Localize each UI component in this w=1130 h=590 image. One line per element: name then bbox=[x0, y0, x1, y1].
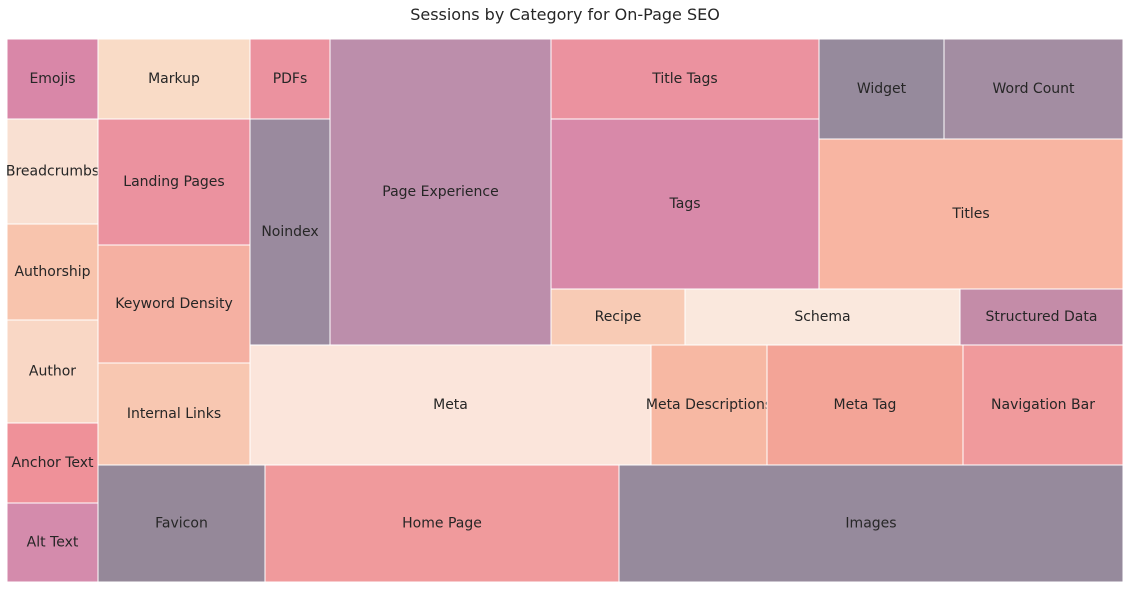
treemap-label: Word Count bbox=[992, 81, 1075, 97]
treemap-rect bbox=[97, 244, 251, 364]
treemap-label: Noindex bbox=[261, 224, 318, 240]
treemap-rect bbox=[249, 38, 331, 120]
treemap-cell: Authorship bbox=[6, 223, 99, 321]
treemap-rect bbox=[550, 288, 686, 346]
treemap-label: Internal Links bbox=[127, 406, 221, 422]
treemap-cell: Navigation Bar bbox=[962, 344, 1124, 466]
treemap-label: Page Experience bbox=[382, 184, 498, 200]
treemap-label: Breadcrumbs bbox=[6, 164, 99, 180]
treemap-rect bbox=[959, 288, 1124, 346]
treemap-rect bbox=[6, 422, 99, 504]
chart-title: Sessions by Category for On-Page SEO bbox=[410, 5, 720, 24]
treemap-cell: Favicon bbox=[97, 464, 266, 583]
treemap-cell: Author bbox=[6, 319, 99, 424]
treemap-label: Tags bbox=[669, 196, 701, 212]
treemap-rect bbox=[818, 138, 1124, 290]
treemap-rect bbox=[962, 344, 1124, 466]
treemap-label: PDFs bbox=[273, 71, 308, 87]
treemap-rect bbox=[97, 464, 266, 583]
treemap-cell: Home Page bbox=[264, 464, 620, 583]
treemap-cell: Breadcrumbs bbox=[6, 118, 99, 225]
treemap-rect bbox=[249, 118, 331, 346]
treemap-cell: Markup bbox=[97, 38, 251, 120]
treemap-label: Anchor Text bbox=[11, 455, 94, 471]
treemap-label: Alt Text bbox=[27, 535, 79, 551]
treemap-cell: Anchor Text bbox=[6, 422, 99, 504]
treemap-label: Markup bbox=[148, 71, 200, 87]
treemap-cell: Landing Pages bbox=[97, 118, 251, 246]
treemap-label: Structured Data bbox=[986, 309, 1098, 325]
treemap-cell: Titles bbox=[818, 138, 1124, 290]
treemap-label: Meta bbox=[433, 397, 468, 413]
treemap-rect bbox=[618, 464, 1124, 583]
treemap-label: Keyword Density bbox=[115, 296, 232, 312]
treemap-cell: PDFs bbox=[249, 38, 331, 120]
treemap-rect bbox=[97, 38, 251, 120]
treemap-label: Meta Tag bbox=[834, 397, 897, 413]
treemap-cell: Emojis bbox=[6, 38, 99, 120]
treemap-rect bbox=[943, 38, 1124, 140]
treemap-cell: Keyword Density bbox=[97, 244, 251, 364]
treemap-rect bbox=[264, 464, 620, 583]
treemap-cell: Images bbox=[618, 464, 1124, 583]
treemap-rect bbox=[97, 118, 251, 246]
treemap-label: Recipe bbox=[595, 309, 642, 325]
treemap-cell: Meta bbox=[249, 344, 652, 466]
treemap-label: Author bbox=[29, 364, 76, 380]
treemap-rect bbox=[550, 118, 820, 290]
treemap-cell: Title Tags bbox=[550, 38, 820, 120]
treemap-cell: Recipe bbox=[550, 288, 686, 346]
treemap-label: Widget bbox=[857, 81, 907, 97]
treemap-cell: Tags bbox=[550, 118, 820, 290]
treemap-cell: Meta Descriptions bbox=[646, 344, 772, 466]
treemap-cell: Schema bbox=[684, 288, 961, 346]
treemap-rect bbox=[6, 502, 99, 583]
treemap-rect bbox=[249, 344, 652, 466]
treemap-cell: Noindex bbox=[249, 118, 331, 346]
treemap-label: Title Tags bbox=[651, 71, 717, 87]
treemap-cell: Page Experience bbox=[329, 38, 552, 346]
treemap-rect bbox=[550, 38, 820, 120]
treemap-cell: Meta Tag bbox=[766, 344, 964, 466]
treemap-rect bbox=[329, 38, 552, 346]
treemap-label: Meta Descriptions bbox=[646, 397, 772, 413]
treemap-cell: Word Count bbox=[943, 38, 1124, 140]
treemap-cell: Internal Links bbox=[97, 362, 251, 466]
treemap-rect bbox=[766, 344, 964, 466]
treemap-label: Images bbox=[845, 516, 896, 532]
treemap-label: Landing Pages bbox=[123, 174, 224, 190]
treemap-cell: Structured Data bbox=[959, 288, 1124, 346]
treemap-label: Navigation Bar bbox=[991, 397, 1095, 413]
treemap-cell: Alt Text bbox=[6, 502, 99, 583]
treemap-label: Titles bbox=[951, 206, 989, 222]
treemap-label: Emojis bbox=[29, 71, 75, 87]
treemap-label: Schema bbox=[794, 309, 850, 325]
treemap-label: Authorship bbox=[14, 264, 90, 280]
treemap-label: Favicon bbox=[155, 516, 208, 532]
treemap-label: Home Page bbox=[402, 516, 482, 532]
treemap-cell: Widget bbox=[818, 38, 945, 140]
